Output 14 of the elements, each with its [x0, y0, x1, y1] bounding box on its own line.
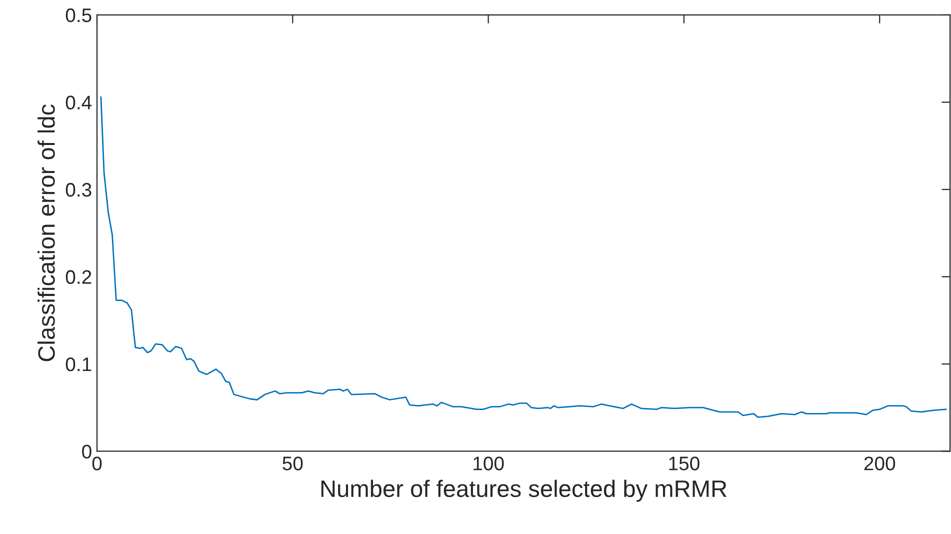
y-axis-title: Classification error of ldc — [38, 104, 55, 362]
x-tick-label: 100 — [474, 456, 504, 470]
y-tick-label: 0 — [82, 444, 92, 458]
x-tick-label: 200 — [864, 456, 896, 470]
y-tick-label: 0.5 — [66, 8, 92, 22]
x-tick-label: 50 — [282, 456, 303, 470]
x-axis-title: Number of features selected by mRMR — [321, 480, 726, 502]
y-tick-label: 0.3 — [66, 182, 92, 197]
y-tick-label: 0.1 — [66, 357, 92, 372]
x-tick-label: 0 — [92, 456, 102, 470]
line-series — [100, 96, 947, 418]
x-tick-label: 150 — [669, 456, 700, 470]
y-tick-label: 0.4 — [66, 96, 92, 110]
y-tick-label: 0.2 — [66, 270, 92, 284]
